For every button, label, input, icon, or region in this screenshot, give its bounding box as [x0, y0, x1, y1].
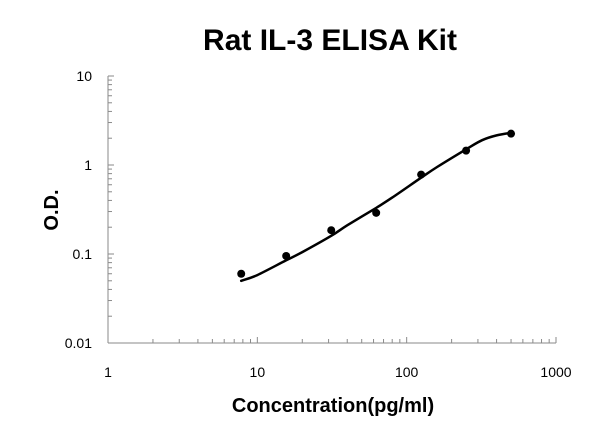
y-axis-label: O.D. — [41, 189, 63, 230]
x-tick-label: 1000 — [540, 364, 571, 380]
x-axis-label: Concentration(pg/ml) — [232, 395, 434, 417]
y-axis-ticks — [108, 75, 114, 344]
data-point — [282, 251, 291, 260]
y-tick-label: 0.1 — [73, 246, 93, 262]
x-axis-ticks — [107, 337, 557, 343]
x-tick-label: 1 — [104, 364, 112, 380]
data-point — [507, 129, 516, 138]
data-point — [327, 226, 336, 235]
y-tick-label: 10 — [76, 68, 92, 84]
data-point — [417, 170, 426, 179]
fit-curve-group — [239, 131, 513, 283]
tick-labels: 0.01 0.1 1 10 1 10 100 1000 — [65, 68, 572, 380]
data-point — [372, 208, 381, 217]
axes — [107, 76, 556, 344]
x-tick-label: 100 — [395, 364, 419, 380]
data-points-group — [237, 129, 516, 278]
y-tick-label: 0.01 — [65, 335, 92, 351]
chart-title: Rat IL-3 ELISA Kit — [203, 24, 457, 57]
fit-curve-line — [239, 131, 513, 283]
y-tick-label: 1 — [84, 157, 92, 173]
x-tick-label: 10 — [250, 364, 266, 380]
data-point — [462, 146, 471, 155]
data-point — [237, 269, 246, 278]
